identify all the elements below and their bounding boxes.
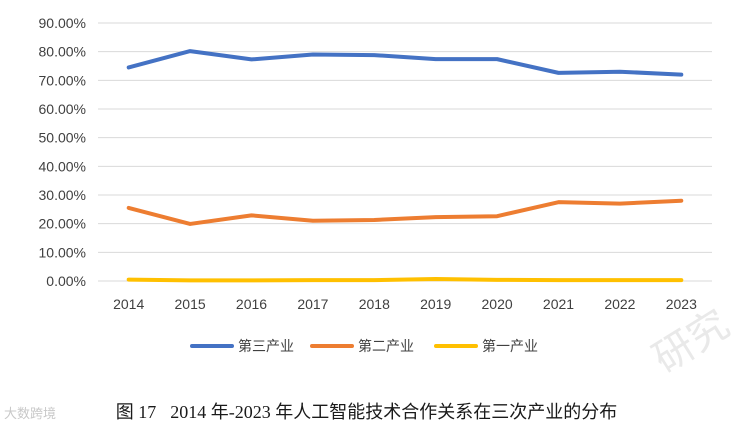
gridlines (98, 23, 712, 281)
y-tick-label: 80.00% (39, 44, 86, 60)
y-tick-label: 20.00% (39, 216, 86, 232)
legend-label: 第一产业 (482, 338, 538, 355)
y-tick-label: 70.00% (39, 72, 86, 88)
x-tick-label: 2022 (604, 296, 635, 312)
y-tick-label: 0.00% (46, 273, 86, 289)
watermark-left: 大数跨境 (4, 403, 56, 422)
legend-label: 第二产业 (358, 338, 414, 355)
x-axis-tick-labels: 2014 2015 2016 2017 2018 2019 2020 2021 2022 2023 (113, 296, 697, 312)
x-tick-label: 2018 (359, 296, 390, 312)
series-line-第三产业 (129, 51, 682, 75)
y-tick-label: 40.00% (39, 158, 86, 174)
series-lines (129, 51, 682, 280)
series-line-第一产业 (129, 279, 682, 280)
y-axis-tick-labels: 0.00% 10.00% 20.00% 30.00% 40.00% 50.00% 60.00… (39, 15, 86, 289)
y-tick-label: 50.00% (39, 130, 86, 146)
y-tick-label: 60.00% (39, 101, 86, 117)
x-tick-label: 2016 (236, 296, 267, 312)
figure-number: 图 17 (116, 402, 157, 422)
legend: 第三产业 第二产业 第一产业 (192, 338, 538, 355)
x-tick-label: 2017 (297, 296, 328, 312)
x-tick-label: 2014 (113, 296, 144, 312)
figure-caption-text: 2014 年-2023 年人工智能技术合作关系在三次产业的分布 (170, 402, 617, 422)
y-tick-label: 30.00% (39, 187, 86, 203)
series-line-第二产业 (129, 201, 682, 224)
y-tick-label: 10.00% (39, 244, 86, 260)
y-tick-label: 90.00% (39, 15, 86, 31)
legend-label: 第三产业 (238, 338, 294, 355)
x-tick-label: 2019 (420, 296, 451, 312)
x-tick-label: 2020 (482, 296, 513, 312)
line-chart: 0.00% 10.00% 20.00% 30.00% 40.00% 50.00% 60.00… (0, 0, 733, 395)
x-tick-label: 2015 (175, 296, 206, 312)
x-tick-label: 2021 (543, 296, 574, 312)
figure-caption: 图 17 2014 年-2023 年人工智能技术合作关系在三次产业的分布 (0, 398, 733, 424)
